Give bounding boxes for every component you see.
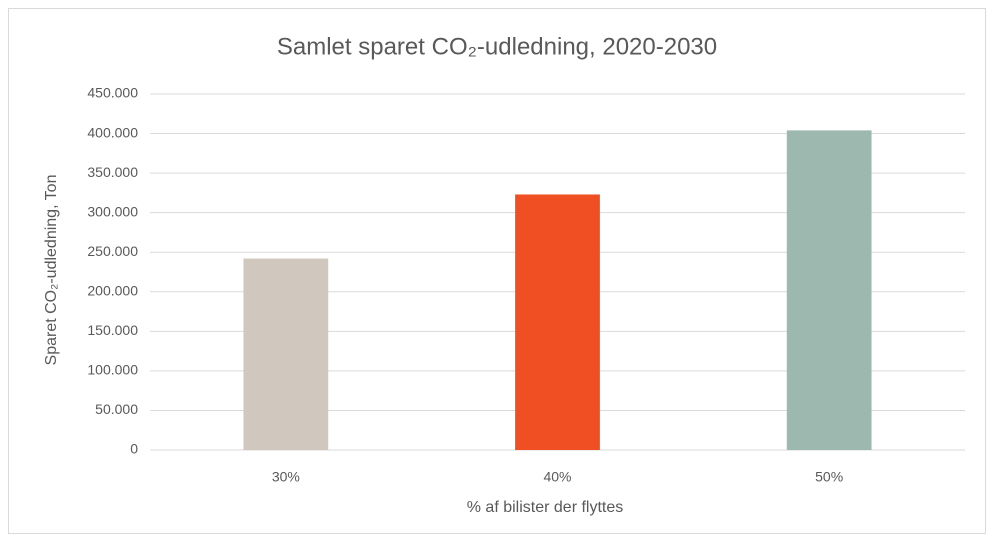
y-tick-label: 400.000 [87,124,138,140]
y-tick-label: 350.000 [87,164,138,180]
bar [786,130,872,450]
bar [243,258,329,450]
y-tick-label: 300.000 [87,203,138,219]
y-tick-label: 150.000 [87,322,138,338]
y-tick-label: 200.000 [87,282,138,298]
y-tick-label: 250.000 [87,243,138,259]
x-tick-label: 50% [815,469,843,485]
x-tick-label: 40% [543,469,571,485]
y-tick-label: 0 [130,441,138,457]
y-tick-label: 450.000 [87,85,138,101]
y-tick-label: 50.000 [95,401,138,417]
y-axis-label: Sparet CO₂-udledning, Ton [43,175,60,366]
chart-title: Samlet sparet CO₂-udledning, 2020-2030 [277,33,717,60]
x-axis-label: % af bilister der flyttes [467,499,624,516]
x-tick-label: 30% [272,469,300,485]
bar [515,194,600,450]
y-tick-label: 100.000 [87,362,138,378]
